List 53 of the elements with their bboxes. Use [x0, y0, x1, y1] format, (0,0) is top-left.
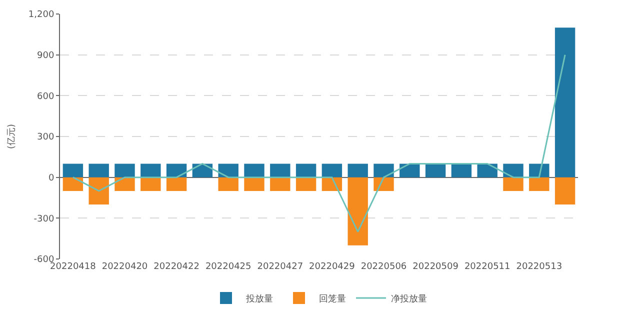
bar — [554, 28, 576, 178]
bar — [140, 177, 161, 191]
bar — [218, 164, 238, 178]
line-series — [72, 54, 566, 233]
y-tick-label: -300 — [34, 214, 54, 224]
bar — [88, 164, 109, 178]
bar — [140, 164, 161, 178]
legend-label: 净投放量 — [391, 294, 427, 305]
bar — [166, 164, 187, 178]
bar — [270, 164, 290, 178]
y-tick-label: 1,200 — [28, 10, 54, 20]
y-tick-label: 300 — [37, 132, 54, 143]
x-tick-label: 20220429 — [309, 262, 356, 272]
bar — [296, 177, 316, 191]
y-tick-label: 0 — [48, 173, 54, 184]
bar — [374, 164, 394, 178]
bar — [62, 177, 84, 191]
x-tick-label: 20220422 — [154, 262, 200, 272]
bar — [296, 164, 316, 178]
bar — [244, 164, 264, 178]
bar — [114, 164, 135, 178]
x-tick-label: 20220418 — [50, 262, 96, 272]
bar — [374, 177, 394, 191]
bar — [322, 164, 342, 178]
x-tick-label: 20220427 — [257, 262, 304, 272]
bar — [244, 177, 264, 191]
x-tick-label: 20220420 — [102, 262, 148, 272]
bar — [114, 177, 135, 191]
bar — [270, 177, 290, 191]
legend-label: 投放量 — [245, 294, 273, 305]
bar — [348, 164, 368, 178]
bar — [348, 177, 368, 246]
bar — [503, 177, 524, 191]
y-axis-title: (亿元) — [6, 124, 17, 150]
x-tick-label: 20220425 — [205, 262, 252, 272]
bar — [166, 177, 187, 191]
x-tick-label: 20220511 — [464, 262, 510, 272]
bar — [554, 177, 576, 205]
x-tick-label: 20220506 — [360, 262, 407, 272]
bar — [477, 164, 498, 178]
bar — [400, 164, 420, 178]
x-tick-label: 20220509 — [412, 262, 459, 272]
x-tick-label: 20220513 — [516, 262, 562, 272]
bar — [88, 177, 109, 205]
y-tick-label: 600 — [37, 92, 54, 102]
bar — [218, 177, 238, 191]
bar — [451, 164, 472, 178]
bar — [503, 164, 524, 178]
legend-label: 回笼量 — [319, 294, 346, 305]
bar — [529, 177, 550, 191]
bar — [62, 164, 84, 178]
bar — [425, 164, 446, 178]
y-tick-label: 900 — [37, 50, 54, 61]
